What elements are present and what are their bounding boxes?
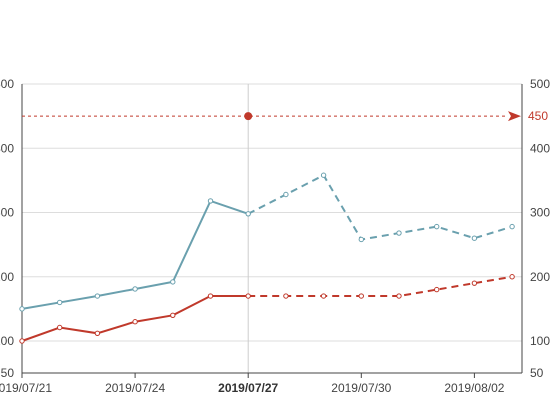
series-0-point [94,293,101,299]
y-left-tick-label: 50 [1,366,15,380]
y-left-tick-label: 300 [0,206,14,220]
series-1-dashed-line [248,275,513,298]
x-tick-label: 2019/07/24 [105,381,165,395]
reference-line-label: 450 [528,109,548,123]
x-tick-label: 2019/07/30 [331,381,391,395]
series-1-point [132,319,138,325]
y-right-tick-label: 500 [530,77,550,91]
series-1-point [94,330,101,336]
series-1-point [283,293,289,299]
series-0-point [358,236,364,243]
series-0-dashed-line [247,173,513,241]
x-tick-label: 2019/08/02 [444,381,504,395]
series-1-point [320,293,327,299]
series-0-point [170,279,176,285]
reference-line-arrow [508,111,521,122]
series-1-point [170,312,176,318]
series-0-point [320,172,327,178]
series-0-point [471,235,478,241]
y-right-tick-label: 100 [530,334,550,348]
y-left-tick-label: 400 [0,141,14,155]
series-0-point [19,306,25,312]
series-0-solid-line [21,199,249,310]
series-0-point [283,191,289,198]
y-right-tick-label: 200 [530,270,550,284]
y-right-tick-label: 50 [530,366,544,380]
series-0-point [245,211,251,217]
reference-line: 450 [22,109,548,123]
series-1-point [19,338,25,344]
series-lines [19,172,515,344]
x-tick-label: 2019/07/27 [218,381,278,395]
axis-labels: 50 100 200 300 400 500 50 100 200 300 400 500 2019/0… [0,77,550,395]
series-1-point [509,274,515,280]
y-right-tick-label: 400 [530,141,550,155]
series-0-point [396,230,402,236]
series-1-point [471,280,478,286]
series-0-point [57,299,63,306]
series-0-point [509,223,515,230]
series-1-point [434,286,440,293]
series-1-point [57,324,63,331]
y-right-tick-label: 300 [530,206,550,220]
series-0-point [434,223,440,230]
series-0-point [207,198,214,204]
y-left-tick-label: 200 [0,270,14,284]
series-0-point [132,286,138,292]
grid-lines [22,83,522,373]
y-left-tick-label: 100 [0,334,14,348]
series-1-point [396,293,402,299]
series-1-point [358,293,364,299]
reference-line-marker [244,112,253,121]
axes [21,84,523,378]
y-left-tick-label: 500 [0,77,14,91]
series-1-point [245,293,251,299]
x-tick-label: 2019/07/21 [0,381,52,395]
series-1-point [207,293,214,299]
